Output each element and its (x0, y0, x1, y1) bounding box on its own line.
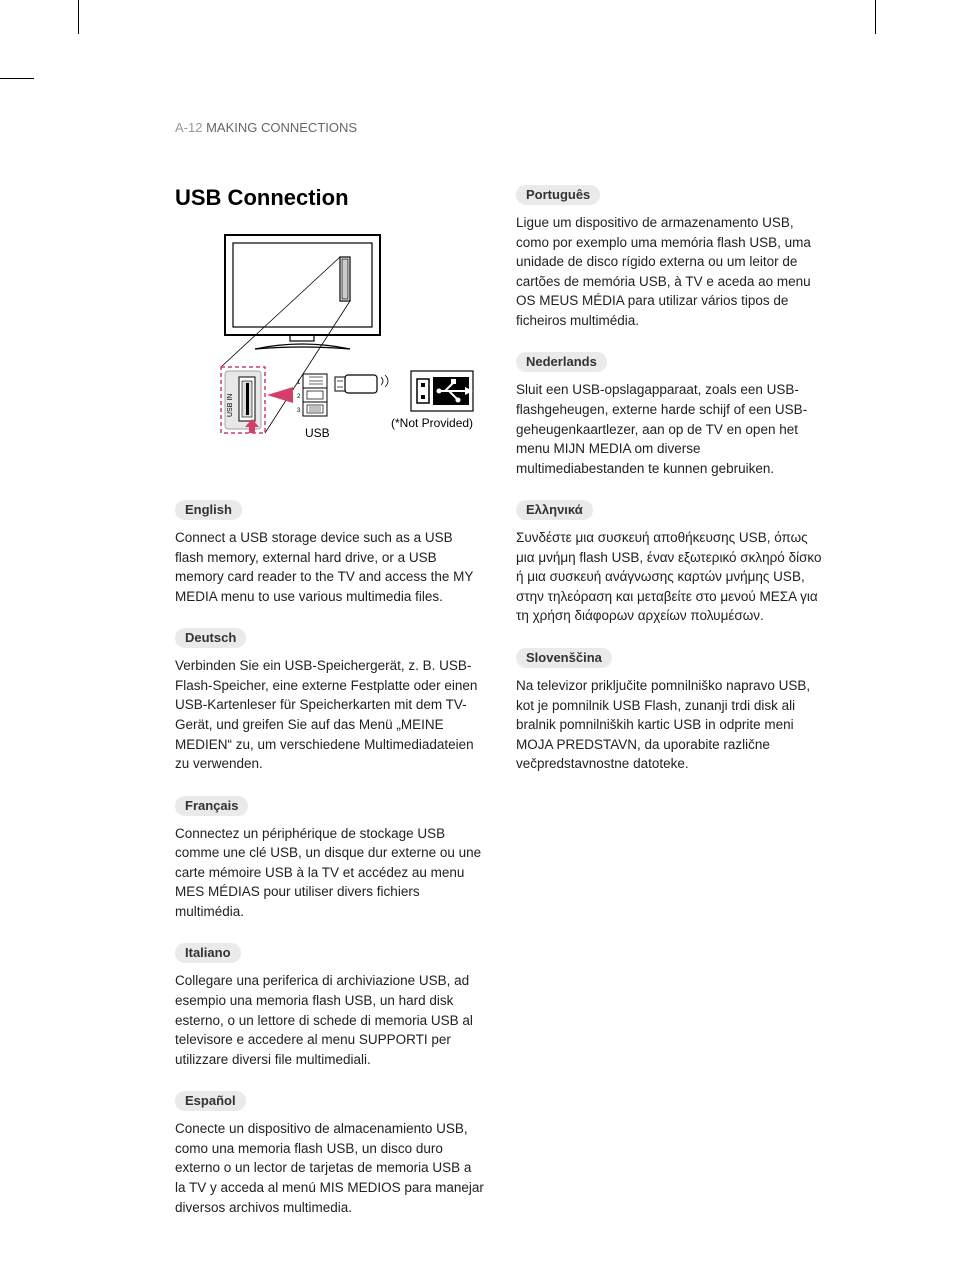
two-column-layout: USB Connection (175, 185, 825, 1239)
usb-in-label: USB IN (227, 394, 234, 417)
lang-text: Συνδέστε μια συσκευή αποθήκευσης USB, όπ… (516, 528, 825, 626)
lang-block-slovenscina: Slovenščina Na televizor priključite pom… (516, 648, 825, 774)
lang-label: Español (175, 1091, 246, 1111)
page-header: A-12 MAKING CONNECTIONS (175, 120, 825, 135)
lang-block-deutsch: Deutsch Verbinden Sie ein USB-Speicherge… (175, 628, 484, 773)
lang-label: Ελληνικά (516, 500, 593, 520)
diagram-not-provided-label: (*Not Provided) (391, 416, 473, 430)
lang-text: Conecte un dispositivo de almacenamiento… (175, 1119, 484, 1217)
lang-text: Ligue um dispositivo de armazenamento US… (516, 213, 825, 330)
lang-text: Connect a USB storage device such as a U… (175, 528, 484, 606)
page-number: A-12 (175, 120, 202, 135)
lang-text: Collegare una periferica di archiviazion… (175, 971, 484, 1069)
lang-label: Français (175, 796, 248, 816)
lang-text: Na televizor priključite pomnilniško nap… (516, 676, 825, 774)
lang-label: Italiano (175, 943, 241, 963)
crop-mark-top (0, 78, 34, 79)
section-title: MAKING CONNECTIONS (206, 120, 357, 135)
hub-block: 1 2 3 (297, 374, 327, 416)
lang-block-nederlands: Nederlands Sluit een USB-opslagapparaat,… (516, 352, 825, 478)
lang-label: Slovenščina (516, 648, 612, 668)
usb-connection-diagram: USB IN 1 2 (185, 227, 485, 467)
svg-text:2: 2 (297, 394, 301, 400)
lang-label: Nederlands (516, 352, 607, 372)
lang-label: English (175, 500, 242, 520)
lang-text: Sluit een USB-opslagapparaat, zoals een … (516, 380, 825, 478)
lang-label: Português (516, 185, 600, 205)
page-content: A-12 MAKING CONNECTIONS USB Connection (175, 120, 825, 1239)
lang-block-portugues: Português Ligue um dispositivo de armaze… (516, 185, 825, 330)
lang-block-italiano: Italiano Collegare una periferica di arc… (175, 943, 484, 1069)
lang-block-ellinika: Ελληνικά Συνδέστε μια συσκευή αποθήκευση… (516, 500, 825, 626)
diagram-usb-label: USB (305, 426, 330, 440)
lang-block-francais: Français Connectez un périphérique de st… (175, 796, 484, 922)
usb-flash-drive-icon (335, 375, 377, 393)
svg-text:3: 3 (297, 408, 301, 414)
lang-block-espanol: Español Conecte un dispositivo de almace… (175, 1091, 484, 1217)
right-column: Português Ligue um dispositivo de armaze… (516, 185, 825, 1239)
lang-text: Connectez un périphérique de stockage US… (175, 824, 484, 922)
left-column: USB Connection (175, 185, 484, 1239)
svg-text:1: 1 (297, 380, 301, 386)
crop-mark-left (78, 0, 79, 34)
crop-mark-right (875, 0, 876, 34)
lang-label: Deutsch (175, 628, 246, 648)
main-title: USB Connection (175, 185, 484, 211)
lang-block-english: English Connect a USB storage device suc… (175, 500, 484, 606)
lang-text: Verbinden Sie ein USB-Speichergerät, z. … (175, 656, 484, 773)
